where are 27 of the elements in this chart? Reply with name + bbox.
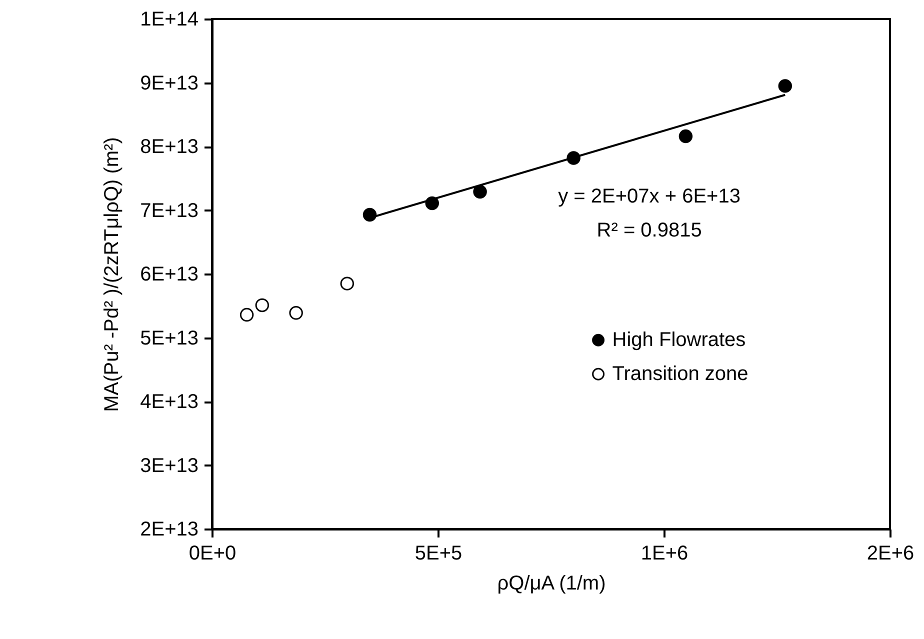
y-tick-label: 8E+13 (140, 136, 198, 158)
x-tick-label: 1E+6 (640, 542, 688, 564)
point (362, 208, 377, 222)
y-tick-label: 6E+13 (140, 264, 198, 286)
point (778, 79, 792, 93)
point (473, 184, 487, 199)
point (240, 308, 254, 322)
y-tick-label: 2E+13 (140, 518, 198, 540)
x-tick-label: 0E+0 (188, 542, 236, 564)
x-tick-label: 2E+6 (866, 542, 914, 564)
y-tick-label: 1E+14 (140, 8, 198, 30)
x-tick-label: 5E+5 (414, 542, 462, 564)
point (289, 306, 303, 320)
point (340, 276, 354, 290)
y-tick-label: 5E+13 (140, 327, 198, 350)
y-axis-title: MA(Pu² -Pd² )/(2zRTμlρQ) (m²) (101, 137, 124, 412)
legend-label: High Flowrates (612, 329, 746, 352)
annotation: R² = 0.9815 (596, 219, 702, 242)
annotation: y = 2E+07x + 6E+13 (558, 185, 740, 208)
y-tick-label: 4E+13 (140, 391, 198, 413)
y-tick-label: 7E+13 (140, 200, 198, 222)
x-axis-title: ρQ/μA (1/m) (497, 572, 606, 594)
y-tick-label: 3E+13 (140, 454, 198, 477)
point (678, 129, 693, 144)
legend-label: Transition zone (612, 363, 748, 386)
point (255, 298, 270, 312)
y-tick-label: 9E+13 (140, 72, 198, 94)
